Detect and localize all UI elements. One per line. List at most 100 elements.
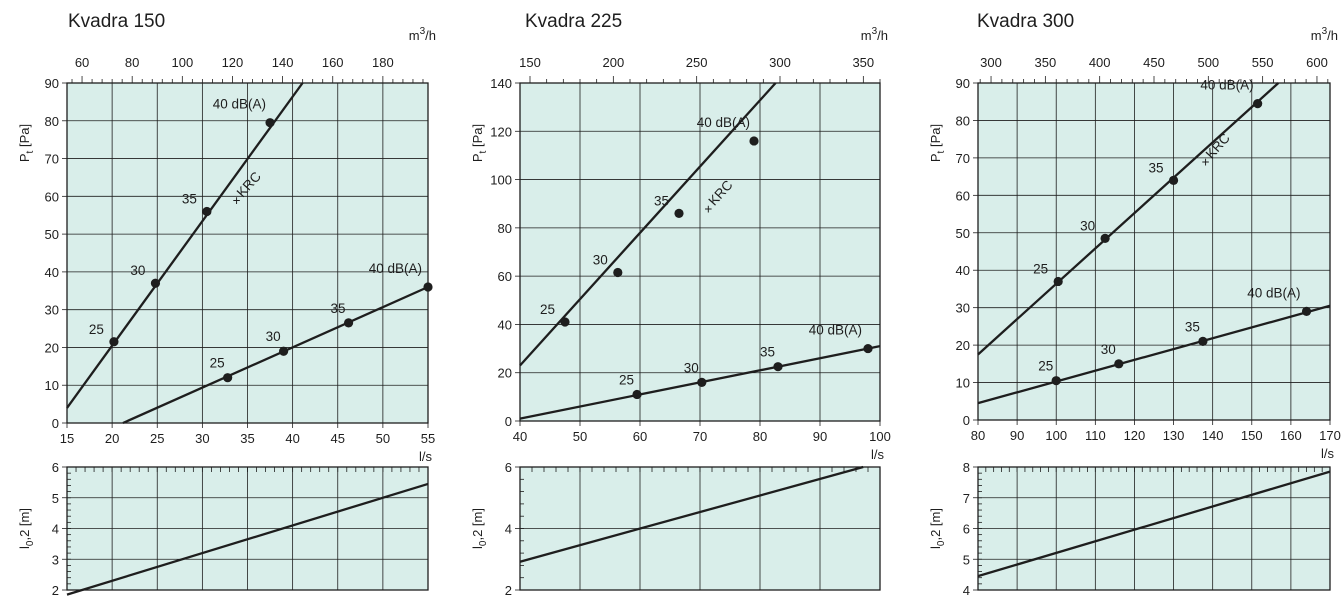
y-tick-label: 0 [963,413,970,428]
data-point [863,343,873,354]
point-label: 35 [182,191,197,206]
throw-frame [977,466,1331,591]
x-axis-label: l/s [1321,446,1335,461]
series-line [977,82,1280,356]
top-axis-unit-label: m3/h [409,26,436,43]
chart-title: Kvadra 300 [977,11,1074,32]
y-tick-label: 20 [956,338,970,353]
throw-y-tick-label: 8 [963,460,970,475]
throw-y-tick-label: 2 [505,583,512,597]
x-tick-label: 15 [60,431,74,446]
top-tick-label: 350 [1034,55,1056,70]
top-tick-label: 100 [171,55,193,70]
data-point [613,267,623,278]
x-tick-label: 110 [1085,428,1106,443]
x-tick-label: 30 [195,431,209,446]
plot-area [978,83,1330,420]
y-tick-label: 50 [956,226,970,241]
data-point [1253,98,1263,109]
chart-panel: Kvadra 300 80 90 100 110 120 130 140 150 160 170 0 1… [928,11,1341,598]
x-tick-label: 90 [1010,428,1024,443]
x-tick-label: 25 [150,431,164,446]
data-point [560,317,570,327]
top-tick-label: 400 [1089,55,1111,70]
series-line [122,285,429,425]
x-tick-label: 100 [1045,428,1067,443]
point-label: 25 [1038,359,1053,374]
y-tick-label: 40 [45,265,59,280]
throw-y-tick-label: 5 [963,552,970,567]
annotation-marker: + [1202,155,1210,170]
top-tick-label: 550 [1252,55,1274,70]
top-tick-label: 250 [686,55,708,70]
top-tick-label: 120 [222,55,244,70]
throw-y-tick-label: 2 [52,583,59,597]
x-tick-label: 60 [633,429,647,444]
throw-y-tick-label: 6 [52,460,59,475]
y-axis-label: Pt [Pa] [470,124,489,162]
data-point [1168,175,1179,185]
y-tick-label: 60 [45,189,59,204]
point-label: 25 [210,356,225,371]
point-label: 40 dB(A) [809,323,862,338]
top-tick-label: 140 [272,55,294,70]
data-point [150,278,161,288]
data-point [223,373,233,383]
throw-line [519,465,864,563]
series: 25 30 35 40 dB(A) [519,323,881,420]
point-label: 40 dB(A) [369,261,422,276]
y-tick-label: 90 [45,76,59,91]
series: 25 30 35 40 dB(A) [66,82,304,409]
plot-frame [977,82,1331,421]
throw-y-axis-label: l0,2 [m] [17,508,36,549]
throw-y-tick-label: 4 [963,583,970,597]
point-label: 35 [1185,319,1200,334]
series: 25 30 35 40 dB(A) [122,261,433,425]
throw-y-tick-label: 5 [52,491,59,506]
chart-panel: Kvadra 225 40 50 60 70 80 90 100 0 20 40 60 80 100 120… [470,11,891,598]
chart-title: Kvadra 225 [525,11,622,32]
point-label: 30 [266,329,281,344]
y-tick-label: 40 [498,317,512,332]
point-label: 25 [619,372,634,387]
x-tick-label: 50 [376,431,390,446]
series: 25 30 35 40 dB(A) [977,78,1280,356]
top-tick-label: 300 [980,55,1002,70]
data-point [632,389,642,400]
top-tick-label: 300 [769,55,791,70]
x-tick-label: 120 [1124,428,1146,443]
y-tick-label: 10 [45,378,59,393]
top-tick-label: 150 [519,55,541,70]
data-point [1053,276,1063,287]
throw-y-tick-label: 3 [52,552,59,567]
point-label: 30 [1101,342,1116,357]
x-tick-label: 70 [693,429,707,444]
y-tick-label: 100 [490,173,512,188]
y-axis-label: Pt [Pa] [928,124,947,162]
y-tick-label: 90 [956,76,970,91]
series-line [66,82,304,409]
y-tick-label: 60 [498,269,512,284]
x-tick-label: 35 [240,431,254,446]
x-tick-label: 160 [1280,428,1302,443]
series: 25 30 35 40 dB(A) [519,82,777,367]
data-point [343,318,354,328]
data-point [697,377,707,387]
x-tick-label: 100 [869,429,891,444]
x-tick-label: 80 [971,428,985,443]
point-label: 30 [593,253,608,268]
x-tick-label: 45 [331,431,345,446]
point-label: 30 [130,263,145,278]
point-label: 40 dB(A) [213,97,266,112]
y-tick-label: 120 [490,124,512,139]
throw-y-axis-label: l0,2 [m] [470,508,489,549]
x-tick-label: 150 [1241,428,1263,443]
throw-subchart: 2 3 4 5 6 l0,2 [m] [17,460,429,598]
data-point [1114,359,1124,369]
top-tick-label: 80 [125,55,139,70]
point-label: 35 [331,301,346,316]
y-tick-label: 50 [45,227,59,242]
data-point [109,337,119,347]
top-tick-label: 450 [1143,55,1165,70]
series: 25 30 35 40 dB(A) [977,285,1331,405]
